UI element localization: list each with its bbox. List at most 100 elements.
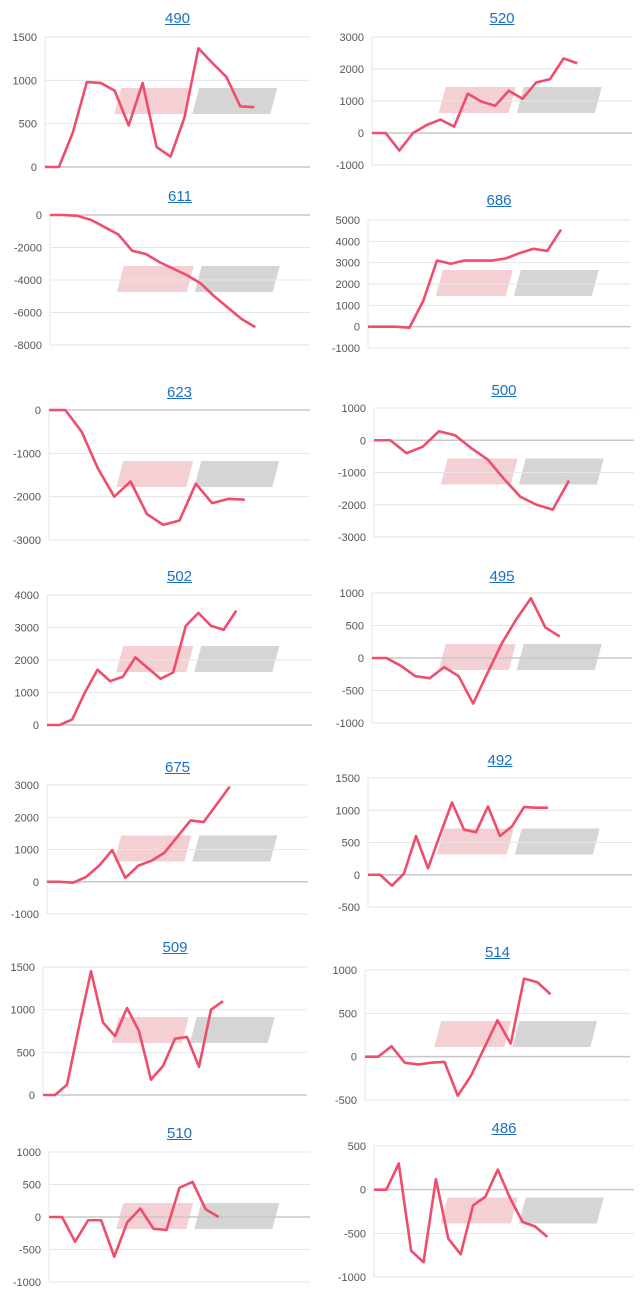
y-tick-label: -1000 [336,160,364,172]
y-tick-label: -1000 [332,343,360,355]
watermark-logo [436,270,599,296]
y-tick-label: 3000 [336,258,360,270]
y-tick-label: -4000 [14,275,42,287]
y-tick-label: 0 [29,1090,35,1102]
y-tick-label: 0 [358,653,364,665]
y-tick-label: 0 [351,1052,357,1064]
y-tick-label: -2000 [338,500,366,512]
watermark-logo [117,266,280,292]
chart-title-link[interactable]: 509 [162,939,187,956]
y-tick-label: 500 [23,1180,41,1192]
y-tick-label: -500 [342,686,364,698]
y-tick-label: 500 [19,119,37,131]
watermark-logo [112,1017,275,1043]
chart-514: -500 0 500 1000 [333,965,630,1107]
chart-title-link[interactable]: 500 [491,382,516,399]
y-tick-label: 0 [33,720,39,732]
y-tick-label: -3000 [338,532,366,544]
y-tick-label: -500 [338,902,360,914]
y-tick-label: 1000 [15,845,39,857]
y-tick-label: 1000 [336,805,360,817]
y-tick-label: 1500 [336,773,360,785]
y-tick-label: 500 [348,1141,366,1153]
y-tick-label: 1000 [11,1005,35,1017]
series-line [47,787,230,883]
chart-title-link[interactable]: 675 [165,759,190,776]
chart-509: 0 500 1000 1500 [11,962,307,1102]
y-tick-label: -500 [19,1245,41,1257]
y-tick-label: 0 [358,128,364,140]
y-tick-label: 3000 [340,32,364,44]
y-tick-label: 0 [36,210,42,222]
y-tick-label: -1000 [336,718,364,730]
y-tick-label: 500 [339,1008,357,1020]
y-tick-label: 1000 [333,965,357,977]
y-tick-label: 500 [342,838,360,850]
chart-title-link[interactable]: 686 [486,192,511,209]
chart-title-link[interactable]: 502 [167,568,192,585]
y-tick-label: 2000 [336,279,360,291]
y-tick-label: 3000 [15,780,39,792]
chart-611: -8000 -6000 -4000 -2000 0 [14,210,310,352]
watermark-logo [437,829,600,855]
chart-492: -500 0 500 1000 1500 [336,773,632,914]
watermark-logo [439,87,602,113]
y-tick-label: 1000 [340,588,364,600]
y-tick-label: 500 [17,1047,35,1059]
y-tick-label: 0 [354,870,360,882]
chart-title-link[interactable]: 486 [491,1120,516,1137]
y-tick-label: 1500 [11,962,35,974]
y-tick-label: -3000 [13,535,41,547]
watermark-logo [116,646,279,672]
watermark-logo [116,461,279,487]
y-tick-label: 1000 [15,688,39,700]
y-tick-label: 1000 [17,1147,41,1159]
chart-title-link[interactable]: 514 [485,944,510,961]
y-tick-label: 1500 [13,32,37,44]
y-tick-label: 2000 [15,812,39,824]
chart-title-link[interactable]: 623 [167,384,192,401]
y-tick-label: -6000 [14,308,42,320]
chart-title-link[interactable]: 520 [489,10,514,27]
y-tick-label: 5000 [336,215,360,227]
chart-title-link[interactable]: 490 [165,10,190,27]
y-tick-label: 3000 [15,623,39,635]
y-tick-label: -1000 [11,909,39,921]
y-tick-label: -1000 [338,1272,366,1284]
chart-title-link[interactable]: 611 [168,188,192,205]
y-tick-label: -1000 [13,448,41,460]
y-tick-label: 0 [33,877,39,889]
y-tick-label: 4000 [15,590,39,602]
y-tick-label: 0 [35,405,41,417]
y-tick-label: 0 [360,435,366,447]
chart-623: -3000 -2000 -1000 0 [13,405,310,547]
watermark-logo [114,836,277,862]
y-tick-label: 1000 [336,300,360,312]
y-tick-label: -2000 [13,492,41,504]
watermark-logo [116,1203,279,1229]
y-tick-label: 0 [360,1185,366,1197]
chart-520: -1000 0 1000 2000 3000 [336,32,632,172]
y-tick-label: -8000 [14,340,42,352]
chart-title-link[interactable]: 492 [487,752,512,769]
y-tick-label: 2000 [15,655,39,667]
y-tick-label: 0 [31,162,37,174]
y-tick-label: -1000 [13,1277,41,1289]
chart-502: 0 1000 2000 3000 4000 [15,590,312,732]
y-tick-label: -1000 [338,468,366,480]
chart-title-link[interactable]: 510 [167,1125,192,1142]
chart-title-link[interactable]: 495 [489,568,514,585]
chart-675: -1000 0 1000 2000 3000 [11,780,308,921]
y-tick-label: 2000 [340,64,364,76]
y-tick-label: -2000 [14,243,42,255]
watermark-logo [439,644,602,670]
y-tick-label: -500 [335,1095,357,1107]
y-tick-label: 1000 [340,96,364,108]
